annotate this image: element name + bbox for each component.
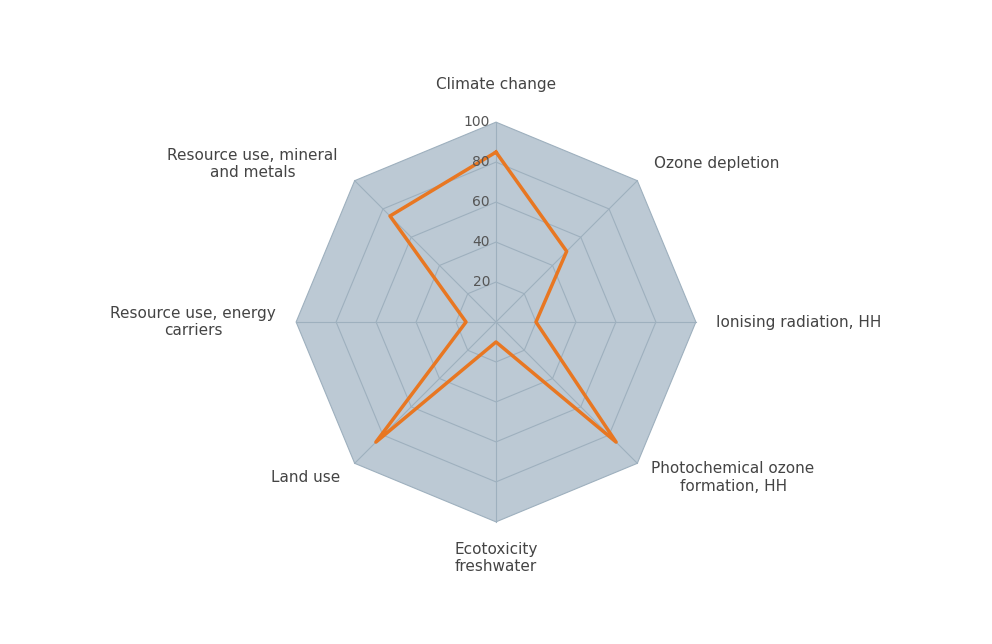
Polygon shape — [376, 202, 616, 442]
Text: Photochemical ozone
formation, HH: Photochemical ozone formation, HH — [652, 461, 814, 494]
Text: Resource use, energy
carriers: Resource use, energy carriers — [110, 306, 276, 338]
Text: 80: 80 — [472, 155, 490, 169]
Polygon shape — [297, 122, 695, 522]
Text: Ozone depletion: Ozone depletion — [655, 156, 780, 171]
Text: 60: 60 — [472, 195, 490, 209]
Text: Climate change: Climate change — [435, 77, 557, 92]
Text: 100: 100 — [463, 115, 490, 129]
Text: Ionising radiation, HH: Ionising radiation, HH — [716, 314, 881, 330]
Polygon shape — [416, 242, 576, 402]
Text: Resource use, mineral
and metals: Resource use, mineral and metals — [168, 147, 337, 180]
Text: Ecotoxicity
freshwater: Ecotoxicity freshwater — [454, 542, 538, 574]
Text: 40: 40 — [472, 235, 490, 249]
Polygon shape — [336, 162, 656, 482]
Polygon shape — [456, 282, 536, 362]
Text: Land use: Land use — [271, 470, 340, 485]
Text: 20: 20 — [472, 275, 490, 289]
